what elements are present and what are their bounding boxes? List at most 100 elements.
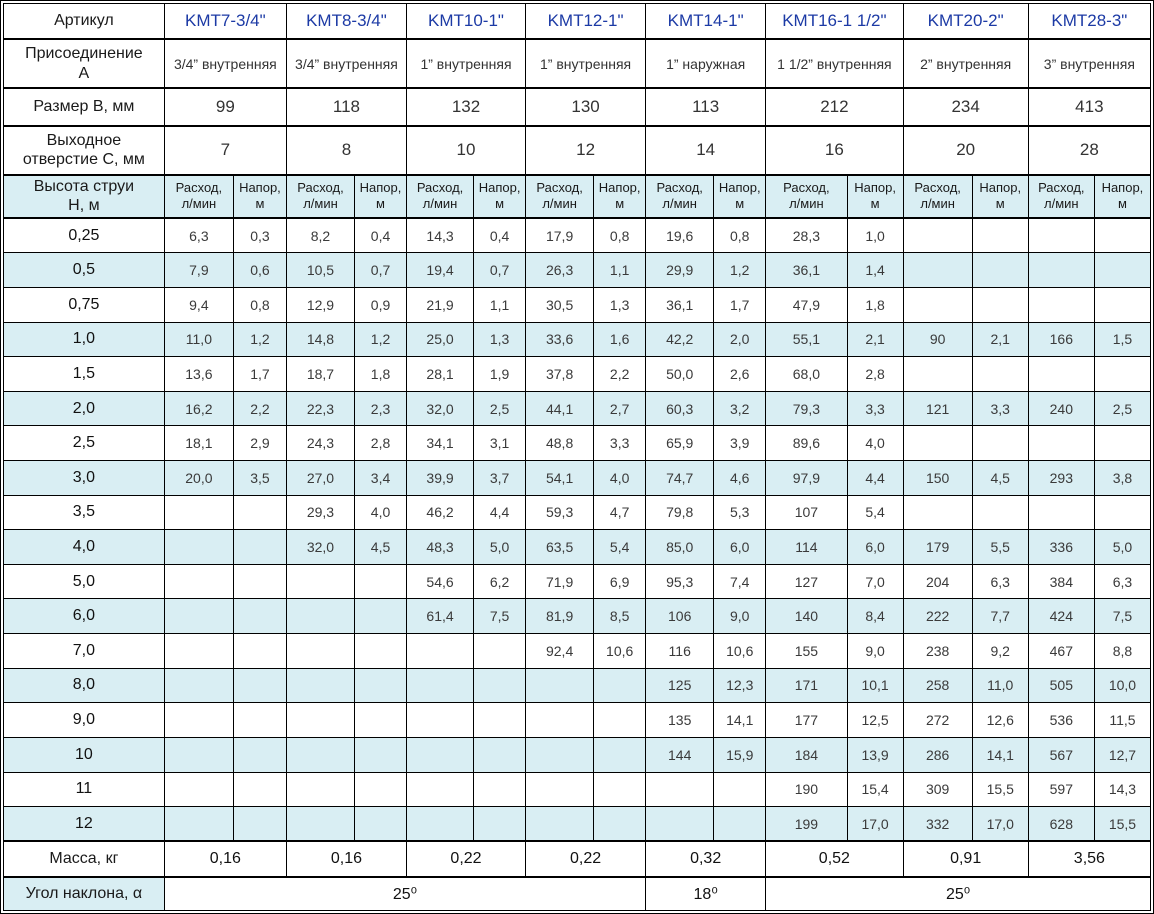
flow-value-cell: 505 — [1027, 667, 1095, 704]
table-row: 7,0 92,4 10,6 116 10,6 155 9,0 238 9,2 467 8,8 — [3, 633, 1152, 669]
table-row: 11 190 15,4 309 15,5 597 14,3 — [3, 771, 1152, 808]
flow-value-cell: 12,9 — [285, 286, 356, 323]
flow-value-cell: 140 — [765, 598, 848, 635]
flow-value-cell — [525, 667, 595, 704]
head-value-cell: 0,4 — [473, 217, 527, 254]
flow-value-cell: 184 — [765, 736, 848, 773]
flow-value-cell — [285, 806, 356, 842]
flow-value-cell: 20,0 — [163, 460, 234, 496]
size-b-cell: 99 — [163, 87, 287, 127]
head-value-cell: 6,9 — [593, 563, 647, 600]
connection-cell: 3/4” внутренняя — [163, 38, 287, 89]
mass-cell: 0,22 — [405, 840, 527, 878]
head-value-cell — [1093, 425, 1152, 462]
flow-value-cell — [405, 633, 475, 669]
head-value-cell: 4,4 — [846, 460, 904, 496]
flow-value-cell — [902, 286, 973, 323]
flow-value-cell: 33,6 — [525, 321, 595, 358]
head-value-cell: 2,5 — [1093, 390, 1152, 427]
subheader-flow: Расход, л/мин — [902, 174, 973, 220]
size-b-cell: 234 — [902, 87, 1029, 127]
head-value-cell — [1093, 217, 1152, 254]
product-header: KMT10-1" — [405, 3, 527, 41]
flow-value-cell: 125 — [645, 667, 715, 704]
flow-value-cell — [645, 806, 715, 842]
flow-value-cell: 150 — [902, 460, 973, 496]
table-row: Выходное отверстие С, мм 7 8 10 12 14 16 20 28 — [3, 125, 1152, 176]
table-row: 6,0 61,4 7,5 81,9 8,5 106 9,0 140 8,4 222 7,7 424 7,… — [3, 598, 1152, 635]
flow-value-cell — [405, 736, 475, 773]
head-value-cell: 8,8 — [1093, 633, 1152, 669]
flow-value-cell: 336 — [1027, 529, 1095, 565]
size-b-row-label: Размер В, мм — [3, 87, 165, 127]
table-row: Присоединение А 3/4” внутренняя 3/4” внутр… — [3, 38, 1152, 89]
head-value-cell — [232, 771, 287, 808]
flow-value-cell: 63,5 — [525, 529, 595, 565]
head-value-cell — [232, 667, 287, 704]
head-value-cell — [354, 702, 407, 738]
flow-value-cell: 37,8 — [525, 356, 595, 392]
flow-value-cell: 95,3 — [645, 563, 715, 600]
head-value-cell: 10,1 — [846, 667, 904, 704]
height-row-label: 1,0 — [3, 321, 165, 358]
flow-value-cell — [902, 494, 973, 531]
flow-value-cell: 135 — [645, 702, 715, 738]
flow-value-cell: 17,9 — [525, 217, 595, 254]
head-value-cell — [232, 529, 287, 565]
flow-value-cell: 28,1 — [405, 356, 475, 392]
flow-value-cell — [1027, 217, 1095, 254]
head-value-cell — [1093, 356, 1152, 392]
head-value-cell — [232, 598, 287, 635]
flow-value-cell: 13,6 — [163, 356, 234, 392]
flow-value-cell: 177 — [765, 702, 848, 738]
table-row: 1,5 13,6 1,7 18,7 1,8 28,1 1,9 37,8 2,2 50,0 2,6 68… — [3, 356, 1152, 392]
head-value-cell: 15,4 — [846, 771, 904, 808]
head-value-cell — [354, 771, 407, 808]
flow-value-cell: 74,7 — [645, 460, 715, 496]
head-value-cell: 1,3 — [473, 321, 527, 358]
head-value-cell: 13,9 — [846, 736, 904, 773]
flow-value-cell — [1027, 425, 1095, 462]
head-value-cell: 2,3 — [354, 390, 407, 427]
flow-value-cell — [163, 806, 234, 842]
height-row-label: 3,0 — [3, 460, 165, 496]
flow-value-cell — [163, 633, 234, 669]
table-row: 3,0 20,0 3,5 27,0 3,4 39,9 3,7 54,1 4,0 74,7 4,6 97… — [3, 460, 1152, 496]
head-value-cell: 4,0 — [354, 494, 407, 531]
flow-value-cell: 424 — [1027, 598, 1095, 635]
connection-cell: 3/4” внутренняя — [285, 38, 407, 89]
head-value-cell: 1,1 — [473, 286, 527, 323]
flow-value-cell — [163, 563, 234, 600]
flow-value-cell: 34,1 — [405, 425, 475, 462]
head-value-cell: 0,8 — [593, 217, 647, 254]
head-value-cell: 2,8 — [846, 356, 904, 392]
mass-cell: 0,91 — [902, 840, 1029, 878]
flow-value-cell: 238 — [902, 633, 973, 669]
flow-value-cell — [1027, 286, 1095, 323]
table-row: 9,0 135 14,1 177 12,5 272 12,6 536 11,5 — [3, 702, 1152, 738]
flow-value-cell — [405, 806, 475, 842]
subheader-head: Напор, м — [232, 174, 287, 220]
outlet-c-cell: 14 — [645, 125, 767, 176]
head-value-cell: 1,0 — [846, 217, 904, 254]
flow-value-cell: 272 — [902, 702, 973, 738]
size-b-cell: 130 — [525, 87, 647, 127]
head-value-cell: 2,2 — [232, 390, 287, 427]
head-value-cell: 6,0 — [713, 529, 767, 565]
flow-value-cell: 24,3 — [285, 425, 356, 462]
height-row-label: 8,0 — [3, 667, 165, 704]
flow-value-cell — [285, 598, 356, 635]
flow-value-cell — [163, 598, 234, 635]
height-row-label: 0,25 — [3, 217, 165, 254]
flow-value-cell — [525, 771, 595, 808]
flow-value-cell — [525, 736, 595, 773]
head-value-cell — [713, 806, 767, 842]
head-value-cell: 0,3 — [232, 217, 287, 254]
head-value-cell: 3,9 — [713, 425, 767, 462]
head-value-cell — [232, 806, 287, 842]
table-row: 12 199 17,0 332 17,0 628 15,5 — [3, 806, 1152, 842]
head-value-cell: 11,0 — [971, 667, 1029, 704]
head-value-cell: 4,5 — [971, 460, 1029, 496]
product-header: KMT12-1" — [525, 3, 647, 41]
head-value-cell: 4,0 — [846, 425, 904, 462]
